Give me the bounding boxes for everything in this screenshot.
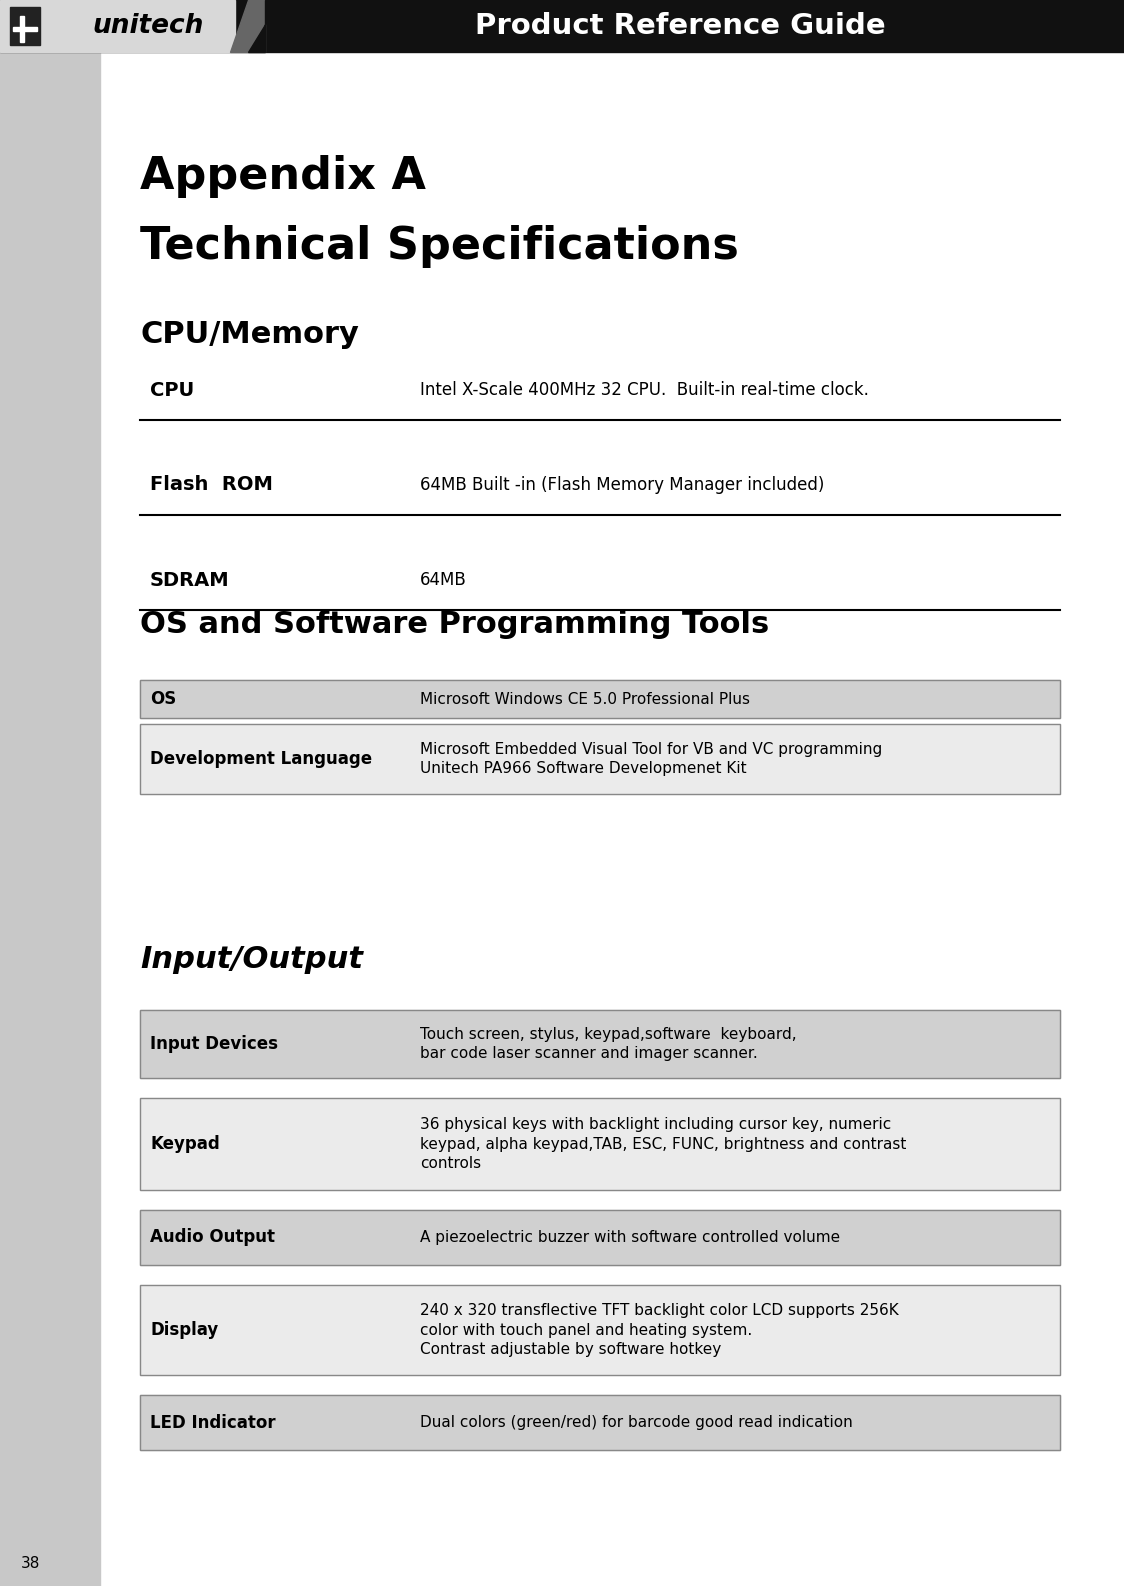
Text: Microsoft Windows CE 5.0 Professional Plus: Microsoft Windows CE 5.0 Professional Pl… bbox=[420, 691, 750, 706]
Bar bbox=[140, 1010, 1060, 1078]
Text: SDRAM: SDRAM bbox=[149, 571, 229, 590]
Text: 64MB Built -in (Flash Memory Manager included): 64MB Built -in (Flash Memory Manager inc… bbox=[420, 476, 824, 493]
Text: A piezoelectric buzzer with software controlled volume: A piezoelectric buzzer with software con… bbox=[420, 1231, 840, 1245]
Text: Input/Output: Input/Output bbox=[140, 945, 363, 974]
Bar bbox=[0, 0, 235, 52]
Bar bbox=[20, 16, 24, 41]
Text: 36 physical keys with backlight including cursor key, numeric
keypad, alpha keyp: 36 physical keys with backlight includin… bbox=[420, 1117, 906, 1172]
Text: CPU/Memory: CPU/Memory bbox=[140, 320, 359, 349]
Text: Audio Output: Audio Output bbox=[149, 1229, 275, 1247]
Polygon shape bbox=[230, 0, 265, 52]
Bar bbox=[140, 1210, 1060, 1266]
Bar bbox=[140, 1098, 1060, 1190]
Text: Development Language: Development Language bbox=[149, 750, 372, 768]
Text: Technical Specifications: Technical Specifications bbox=[140, 225, 738, 268]
Text: Touch screen, stylus, keypad,software  keyboard,
bar code laser scanner and imag: Touch screen, stylus, keypad,software ke… bbox=[420, 1026, 797, 1061]
Text: 38: 38 bbox=[20, 1556, 39, 1572]
Bar bbox=[140, 1396, 1060, 1450]
Bar bbox=[10, 6, 40, 44]
Text: OS: OS bbox=[149, 690, 176, 707]
Text: 64MB: 64MB bbox=[420, 571, 466, 588]
Bar bbox=[140, 1210, 1060, 1266]
Text: Microsoft Embedded Visual Tool for VB and VC programming
Unitech PA966 Software : Microsoft Embedded Visual Tool for VB an… bbox=[420, 742, 882, 777]
Text: 240 x 320 transflective TFT backlight color LCD supports 256K
color with touch p: 240 x 320 transflective TFT backlight co… bbox=[420, 1302, 899, 1358]
Bar bbox=[140, 1098, 1060, 1190]
Text: LED Indicator: LED Indicator bbox=[149, 1413, 275, 1432]
Text: CPU: CPU bbox=[149, 381, 194, 400]
Text: Product Reference Guide: Product Reference Guide bbox=[474, 13, 886, 40]
Text: OS and Software Programming Tools: OS and Software Programming Tools bbox=[140, 611, 769, 639]
Text: Intel X-Scale 400MHz 32 CPU.  Built-in real-time clock.: Intel X-Scale 400MHz 32 CPU. Built-in re… bbox=[420, 381, 869, 400]
Bar bbox=[140, 723, 1060, 795]
Bar bbox=[140, 1010, 1060, 1078]
Bar bbox=[140, 1396, 1060, 1450]
Text: Appendix A: Appendix A bbox=[140, 155, 426, 198]
Polygon shape bbox=[248, 0, 280, 52]
Bar bbox=[140, 1285, 1060, 1375]
Bar bbox=[0, 0, 100, 1586]
Text: unitech: unitech bbox=[92, 13, 203, 40]
Bar bbox=[140, 1285, 1060, 1375]
Bar bbox=[140, 680, 1060, 718]
Bar bbox=[13, 27, 37, 32]
Text: Dual colors (green/red) for barcode good read indication: Dual colors (green/red) for barcode good… bbox=[420, 1415, 853, 1431]
Text: Input Devices: Input Devices bbox=[149, 1036, 278, 1053]
Text: Keypad: Keypad bbox=[149, 1136, 220, 1153]
Bar bbox=[140, 680, 1060, 718]
Text: Display: Display bbox=[149, 1321, 218, 1339]
Bar bbox=[140, 723, 1060, 795]
Text: Flash  ROM: Flash ROM bbox=[149, 476, 273, 495]
Bar bbox=[0, 0, 1124, 52]
